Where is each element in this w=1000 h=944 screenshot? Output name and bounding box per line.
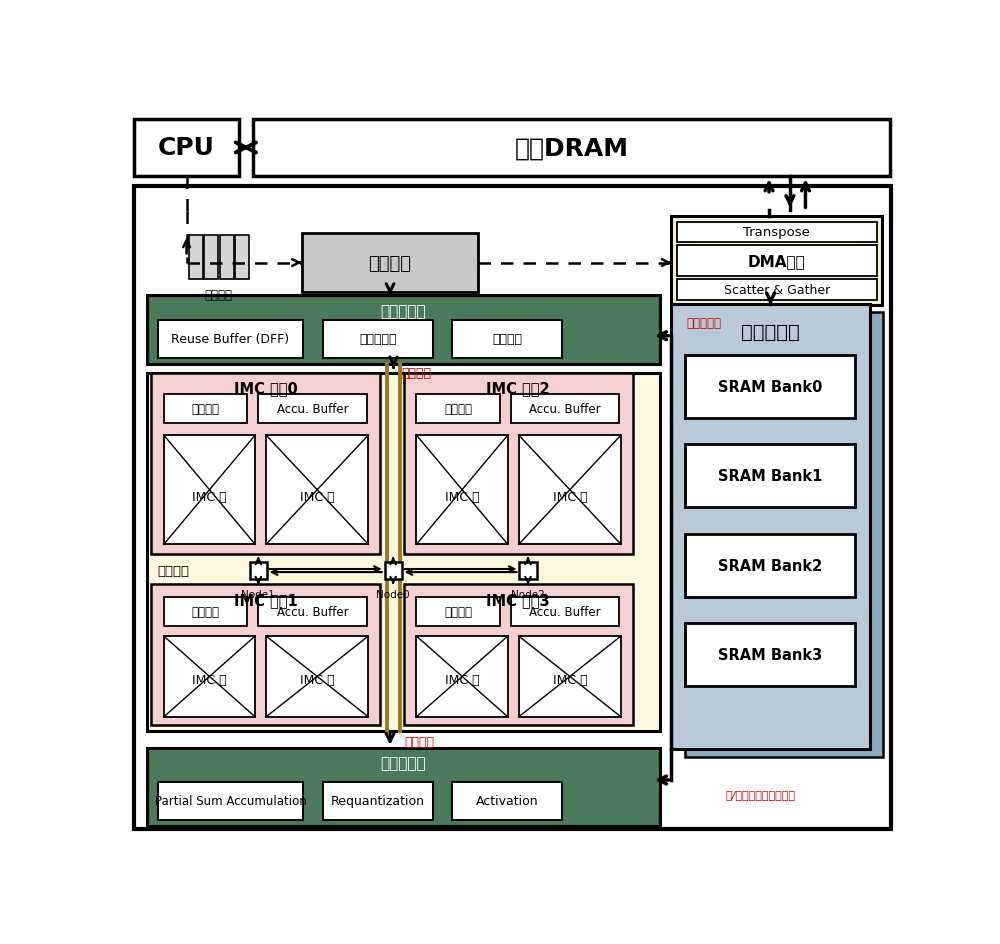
Text: IMC 引摕0: IMC 引摕0 (234, 381, 298, 396)
Bar (677, 279, 877, 301)
Bar (677, 223, 877, 243)
Text: 指令序列: 指令序列 (204, 289, 232, 302)
Text: IMC 引摕1: IMC 引摕1 (234, 593, 298, 608)
Bar (685, 356, 855, 418)
Text: 统一缓存区: 统一缓存区 (741, 323, 800, 342)
Text: SRAM Bank3: SRAM Bank3 (718, 648, 822, 663)
Text: 累加输出: 累加输出 (404, 735, 434, 749)
Text: 读/写部分，写输出像素: 读/写部分，写输出像素 (726, 789, 796, 799)
Text: Transpose: Transpose (743, 226, 810, 239)
Text: IMC 引摕3: IMC 引摕3 (486, 593, 550, 608)
Bar (404, 584, 633, 725)
Bar (404, 373, 633, 554)
Text: 后处理模块: 后处理模块 (380, 756, 426, 770)
Text: 模式开关: 模式开关 (192, 605, 220, 618)
Bar (416, 435, 508, 545)
Text: 输入读取: 输入读取 (492, 333, 522, 346)
Text: 位串输入: 位串输入 (402, 367, 432, 379)
Text: 模式开关: 模式开关 (444, 605, 472, 618)
Text: IMC 宏: IMC 宏 (445, 674, 479, 686)
Bar (147, 373, 660, 731)
Bar (519, 636, 621, 717)
Bar (250, 563, 267, 580)
Text: SRAM Bank0: SRAM Bank0 (718, 379, 822, 395)
Text: IMC 宏: IMC 宏 (300, 491, 335, 503)
Text: 移位寄存器: 移位寄存器 (359, 333, 396, 346)
Text: DMA引擎: DMA引擎 (748, 254, 806, 268)
Text: IMC 宏: IMC 宏 (192, 491, 227, 503)
Bar (416, 636, 508, 717)
Bar (158, 320, 303, 359)
Text: 模式开关: 模式开关 (444, 403, 472, 416)
Bar (452, 320, 562, 359)
Bar (134, 186, 891, 829)
Bar (323, 782, 433, 820)
Text: 模式开关: 模式开关 (192, 403, 220, 416)
Bar (685, 623, 855, 686)
Bar (189, 236, 203, 280)
Text: SRAM Bank2: SRAM Bank2 (718, 558, 822, 573)
Bar (671, 217, 882, 306)
Bar (685, 445, 855, 508)
Text: Activation: Activation (476, 795, 538, 807)
Bar (147, 748, 660, 826)
Bar (158, 782, 303, 820)
Text: 读输入像素: 读输入像素 (687, 317, 722, 329)
Bar (258, 395, 367, 424)
Text: IMC 引摕2: IMC 引摕2 (486, 381, 550, 396)
Bar (323, 320, 433, 359)
Bar (147, 295, 660, 364)
Bar (164, 435, 255, 545)
Text: Partial Sum Accumulation: Partial Sum Accumulation (155, 795, 306, 807)
Bar (511, 395, 619, 424)
Bar (151, 373, 380, 554)
Bar (134, 120, 239, 177)
Text: Accu. Buffer: Accu. Buffer (277, 403, 348, 416)
Bar (685, 312, 883, 757)
Text: 前处理模块: 前处理模块 (380, 303, 426, 318)
Bar (302, 234, 478, 293)
Bar (452, 782, 562, 820)
Bar (220, 236, 234, 280)
Bar (511, 598, 619, 626)
Bar (685, 534, 855, 598)
Bar (253, 120, 890, 177)
Text: IMC 宏: IMC 宏 (445, 491, 479, 503)
Bar (164, 598, 247, 626)
Text: 指令调度: 指令调度 (369, 254, 412, 272)
Text: 分发网络: 分发网络 (158, 565, 190, 578)
Text: SRAM Bank1: SRAM Bank1 (718, 469, 822, 484)
Bar (164, 395, 247, 424)
Text: Node0: Node0 (376, 589, 410, 599)
Text: Requantization: Requantization (331, 795, 425, 807)
Bar (266, 636, 368, 717)
Bar (385, 563, 402, 580)
Text: Scatter & Gather: Scatter & Gather (724, 284, 830, 296)
Text: Node2: Node2 (511, 589, 545, 599)
Text: Reuse Buffer (DFF): Reuse Buffer (DFF) (171, 333, 289, 346)
Text: Accu. Buffer: Accu. Buffer (529, 403, 601, 416)
Bar (416, 395, 500, 424)
Bar (671, 305, 870, 750)
Bar (519, 563, 537, 580)
Text: IMC 宏: IMC 宏 (553, 674, 587, 686)
Bar (266, 435, 368, 545)
Bar (151, 584, 380, 725)
Bar (416, 598, 500, 626)
Text: Accu. Buffer: Accu. Buffer (529, 605, 601, 618)
Text: CPU: CPU (158, 136, 215, 160)
Text: IMC 宏: IMC 宏 (553, 491, 587, 503)
Text: Accu. Buffer: Accu. Buffer (277, 605, 348, 618)
Bar (204, 236, 218, 280)
Text: IMC 宏: IMC 宏 (192, 674, 227, 686)
Bar (258, 598, 367, 626)
Bar (235, 236, 249, 280)
Bar (164, 636, 255, 717)
Text: 片外DRAM: 片外DRAM (514, 136, 628, 160)
Text: IMC 宏: IMC 宏 (300, 674, 335, 686)
Text: Node1: Node1 (241, 589, 275, 599)
Bar (677, 245, 877, 277)
Bar (519, 435, 621, 545)
